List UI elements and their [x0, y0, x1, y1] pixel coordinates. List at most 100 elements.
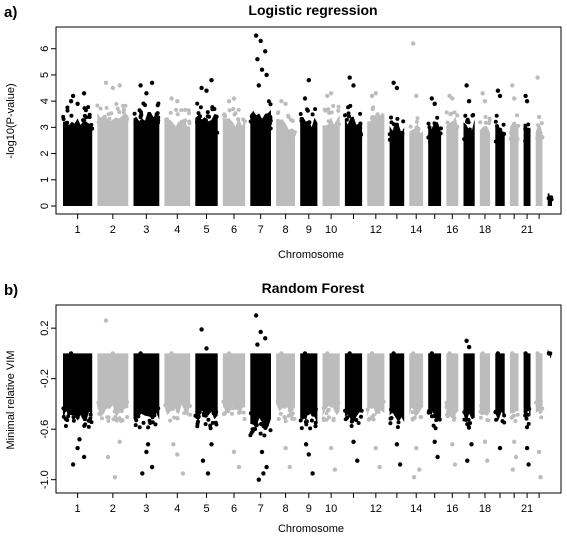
data-point: [99, 407, 103, 412]
data-point: [89, 420, 94, 425]
data-point: [116, 404, 121, 409]
data-point: [549, 195, 554, 200]
data-point: [484, 407, 488, 412]
data-point: [184, 410, 189, 414]
data-point: [174, 107, 179, 112]
data-point: [101, 132, 106, 136]
data-point: [485, 458, 490, 463]
data-point: [306, 452, 311, 457]
data-point: [117, 439, 122, 444]
data-point: [465, 117, 470, 122]
data-point: [283, 131, 288, 136]
data-point: [486, 418, 491, 423]
chromosome-band-19: [495, 353, 505, 421]
data-point: [481, 140, 486, 144]
data-point: [226, 99, 232, 104]
data-point: [83, 412, 88, 417]
data-point: [69, 113, 74, 118]
y-tick-label: 4: [39, 98, 51, 104]
y-tick-label: 0.2: [39, 321, 51, 336]
data-point: [539, 121, 544, 126]
data-point: [452, 110, 457, 115]
data-point: [203, 118, 208, 123]
data-point: [388, 421, 393, 426]
data-point: [163, 403, 168, 408]
data-point: [444, 110, 449, 115]
chromosome-band-4: [164, 117, 191, 206]
data-point: [146, 116, 151, 121]
data-point: [231, 107, 236, 111]
data-point: [175, 407, 180, 412]
data-point: [292, 416, 297, 421]
data-point: [414, 445, 419, 451]
chromosome-band-10: [322, 115, 340, 206]
data-point: [328, 445, 334, 451]
data-point: [86, 424, 91, 429]
x-tick-label: 21: [521, 503, 533, 515]
data-point: [171, 442, 176, 447]
data-point: [389, 115, 393, 120]
data-point: [67, 411, 72, 416]
data-point: [139, 110, 143, 115]
x-tick-label: 4: [174, 503, 180, 515]
data-point: [258, 329, 263, 335]
data-point: [144, 449, 149, 455]
data-point: [146, 121, 151, 126]
data-point: [359, 414, 363, 419]
data-point: [117, 83, 122, 88]
data-point: [329, 123, 334, 128]
data-point: [523, 93, 528, 99]
data-point: [346, 111, 351, 116]
data-point: [415, 403, 420, 408]
data-point: [466, 417, 471, 422]
data-point: [325, 93, 330, 99]
data-point: [329, 132, 333, 137]
data-point: [144, 91, 149, 96]
data-point: [137, 411, 142, 415]
data-point: [511, 409, 516, 414]
data-point: [106, 419, 111, 423]
data-point: [200, 458, 206, 463]
x-tick-label: 5: [203, 224, 209, 236]
data-point: [348, 103, 353, 108]
data-point: [103, 318, 109, 323]
data-point: [526, 130, 531, 134]
data-point: [179, 108, 184, 113]
data-point: [105, 415, 110, 420]
data-point: [147, 406, 151, 411]
data-point: [86, 131, 91, 136]
data-point: [540, 406, 545, 411]
chromosome-band-3: [133, 353, 160, 423]
data-point: [523, 351, 528, 356]
data-point: [437, 417, 442, 422]
data-point: [205, 110, 210, 115]
data-point: [279, 351, 284, 356]
data-point: [369, 93, 375, 99]
data-point: [455, 113, 460, 118]
data-point: [510, 403, 515, 408]
data-point: [299, 426, 304, 431]
data-point: [72, 130, 77, 135]
data-point: [357, 130, 362, 135]
data-point: [196, 414, 201, 419]
chromosome-band-16: [446, 353, 459, 418]
data-point: [546, 351, 552, 356]
data-point: [75, 101, 80, 107]
data-point: [303, 442, 309, 447]
data-point: [280, 133, 284, 138]
data-point: [435, 115, 440, 120]
chromosome-band-18: [479, 125, 491, 206]
data-point: [111, 417, 116, 422]
data-point: [237, 129, 242, 134]
data-point: [227, 402, 232, 407]
data-point: [180, 120, 184, 125]
data-point: [313, 107, 318, 112]
y-tick-label: 0: [39, 203, 51, 209]
data-point: [149, 464, 155, 470]
data-point: [335, 403, 340, 408]
data-point: [321, 416, 326, 421]
data-point: [494, 417, 499, 422]
data-point: [114, 102, 119, 106]
x-tick-label: 8: [283, 503, 289, 515]
